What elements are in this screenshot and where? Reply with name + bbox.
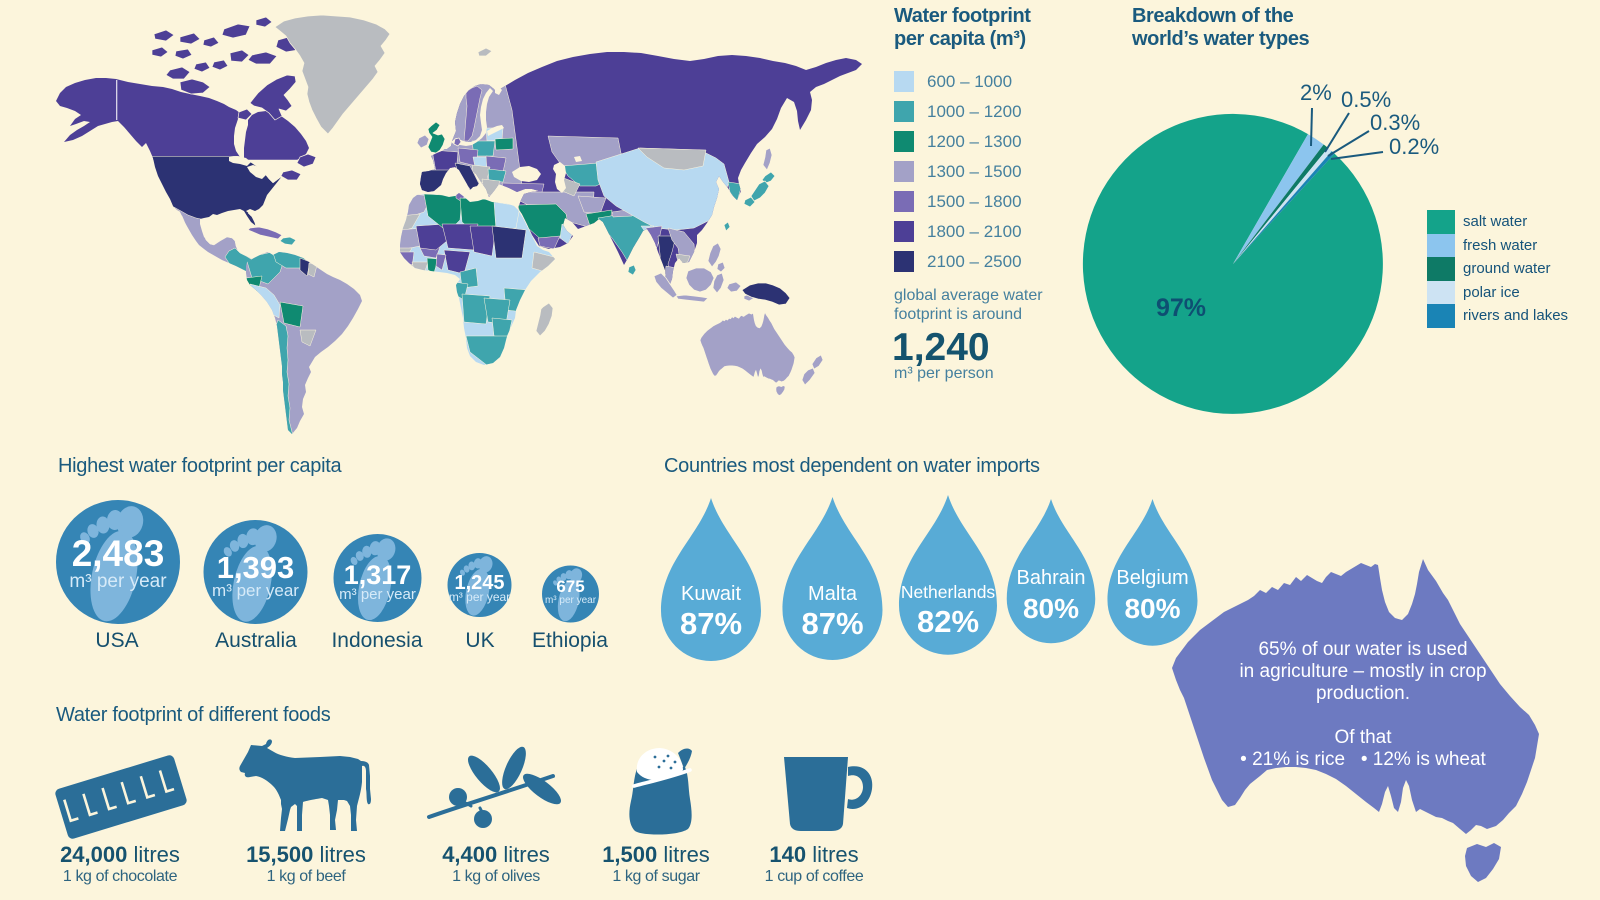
- svg-text:82%: 82%: [917, 604, 979, 639]
- svg-text:97%: 97%: [1156, 294, 1206, 322]
- svg-text:1,317: 1,317: [344, 560, 412, 590]
- svg-text:0.5%: 0.5%: [1341, 87, 1391, 112]
- svg-text:Kuwait: Kuwait: [681, 583, 741, 605]
- svg-text:1,393: 1,393: [217, 550, 295, 585]
- svg-text:m³ per year: m³ per year: [69, 571, 167, 592]
- svg-text:80%: 80%: [1023, 593, 1079, 624]
- svg-text:m³ per year: m³ per year: [449, 590, 510, 604]
- svg-text:m³ per year: m³ per year: [545, 595, 597, 606]
- svg-text:0.2%: 0.2%: [1389, 134, 1439, 159]
- svg-text:87%: 87%: [801, 606, 863, 641]
- svg-text:m³ per year: m³ per year: [212, 581, 299, 600]
- svg-text:Bahrain: Bahrain: [1017, 567, 1086, 589]
- svg-text:Malta: Malta: [808, 583, 858, 605]
- svg-text:2,483: 2,483: [72, 533, 165, 574]
- svg-text:87%: 87%: [680, 606, 742, 641]
- svg-text:0.3%: 0.3%: [1370, 110, 1420, 135]
- svg-text:2%: 2%: [1300, 80, 1332, 105]
- svg-text:1,245: 1,245: [454, 572, 504, 594]
- svg-text:80%: 80%: [1124, 593, 1180, 624]
- svg-text:Netherlands: Netherlands: [901, 582, 996, 602]
- svg-text:675: 675: [556, 577, 584, 596]
- svg-text:Belgium: Belgium: [1116, 567, 1188, 589]
- svg-text:m³ per year: m³ per year: [339, 586, 416, 603]
